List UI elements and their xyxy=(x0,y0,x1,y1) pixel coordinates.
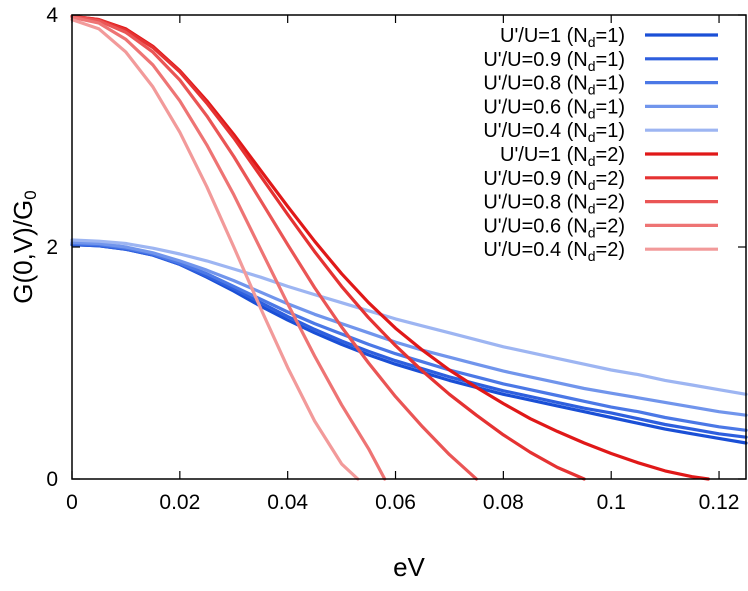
y-axis-title: G(0,V)/G0 xyxy=(8,190,40,303)
legend-item: U'/U=0.6 (Nd=2) xyxy=(483,215,718,240)
x-tick-label: 0.1 xyxy=(597,491,626,514)
legend-label-end: =2) xyxy=(596,168,625,190)
legend-label-sub: d xyxy=(588,177,596,193)
x-axis-title: eV xyxy=(393,552,425,582)
series-line-10 xyxy=(70,18,360,481)
legend-item: U'/U=0.4 (Nd=1) xyxy=(483,120,718,145)
legend-label-main: U'/U=0.8 (N xyxy=(483,73,587,95)
legend-label: U'/U=0.9 (Nd=2) xyxy=(483,168,625,193)
legend-label-main: U'/U=1 (N xyxy=(500,25,588,47)
legend-label-main: U'/U=0.9 (N xyxy=(483,168,587,190)
legend-label: U'/U=0.4 (Nd=2) xyxy=(483,239,625,264)
legend-label: U'/U=1 (Nd=2) xyxy=(500,144,625,169)
x-tick-label: 0.12 xyxy=(699,491,740,514)
legend-label-main: U'/U=0.4 (N xyxy=(483,120,587,142)
series-line-7 xyxy=(70,14,586,481)
legend-label-sub: d xyxy=(588,105,596,121)
legend-label-end: =2) xyxy=(596,192,625,214)
x-tick-label: 0 xyxy=(66,491,78,514)
legend-label-sub: d xyxy=(588,201,596,217)
legend-label-end: =2) xyxy=(596,215,625,237)
series-layer xyxy=(70,14,748,481)
legend-item: U'/U=0.8 (Nd=1) xyxy=(483,73,718,98)
legend-label-sub: d xyxy=(588,34,596,50)
legend-label: U'/U=0.8 (Nd=1) xyxy=(483,73,625,98)
y-axis-title-subscript: 0 xyxy=(21,190,40,199)
legend-label-main: U'/U=0.4 (N xyxy=(483,239,587,261)
legend-label-main: U'/U=0.6 (N xyxy=(483,96,587,118)
legend-label-sub: d xyxy=(588,224,596,240)
legend-item: U'/U=0.4 (Nd=2) xyxy=(483,239,718,264)
x-tick-label: 0.06 xyxy=(375,491,416,514)
series-line-9 xyxy=(70,15,387,481)
legend-label-sub: d xyxy=(588,248,596,264)
legend-label-main: U'/U=0.6 (N xyxy=(483,215,587,237)
legend-label-main: U'/U=0.8 (N xyxy=(483,192,587,214)
y-axis-title-main: G(0,V)/G xyxy=(8,200,38,304)
legend-item: U'/U=0.9 (Nd=1) xyxy=(483,49,718,74)
legend-label: U'/U=0.9 (Nd=1) xyxy=(483,49,625,74)
legend-item: U'/U=0.8 (Nd=2) xyxy=(483,192,718,217)
ticks-layer: 0 0.02 0.04 0.06 0.08 0.1 0.12 0 2 4 xyxy=(46,4,746,514)
legend-item: U'/U=0.9 (Nd=2) xyxy=(483,168,718,193)
legend-label-sub: d xyxy=(588,82,596,98)
legend-label-end: =1) xyxy=(596,49,625,71)
legend-label-end: =2) xyxy=(596,239,625,261)
legend-item: U'/U=1 (Nd=2) xyxy=(500,144,718,169)
legend-label: U'/U=0.6 (Nd=1) xyxy=(483,96,625,121)
y-tick-label: 0 xyxy=(46,468,58,491)
legend-label-end: =1) xyxy=(596,25,625,47)
legend-item: U'/U=1 (Nd=1) xyxy=(500,25,718,50)
legend-label-end: =1) xyxy=(596,73,625,95)
legend-label-sub: d xyxy=(588,129,596,145)
series-line-3 xyxy=(70,241,748,432)
x-tick-label: 0.08 xyxy=(483,491,524,514)
legend-label-main: U'/U=0.9 (N xyxy=(483,49,587,71)
legend-label: U'/U=0.8 (Nd=2) xyxy=(483,192,625,217)
series-line-4 xyxy=(70,240,748,417)
legend-label-end: =1) xyxy=(596,96,625,118)
series-line-8 xyxy=(70,14,478,481)
y-tick-label: 4 xyxy=(46,4,58,27)
x-tick-label: 0.02 xyxy=(159,491,200,514)
legend: U'/U=1 (Nd=1)U'/U=0.9 (Nd=1)U'/U=0.8 (Nd… xyxy=(483,25,718,264)
legend-label: U'/U=0.6 (Nd=2) xyxy=(483,215,625,240)
legend-item: U'/U=0.6 (Nd=1) xyxy=(483,96,718,121)
legend-label-end: =1) xyxy=(596,120,625,142)
y-tick-label: 2 xyxy=(46,236,58,259)
legend-label-sub: d xyxy=(588,58,596,74)
series-line-5 xyxy=(70,238,748,396)
legend-label-end: =2) xyxy=(596,144,625,166)
legend-label-sub: d xyxy=(588,153,596,169)
legend-label: U'/U=1 (Nd=1) xyxy=(500,25,625,50)
legend-label-main: U'/U=1 (N xyxy=(500,144,588,166)
legend-label: U'/U=0.4 (Nd=1) xyxy=(483,120,625,145)
x-tick-label: 0.04 xyxy=(267,491,308,514)
